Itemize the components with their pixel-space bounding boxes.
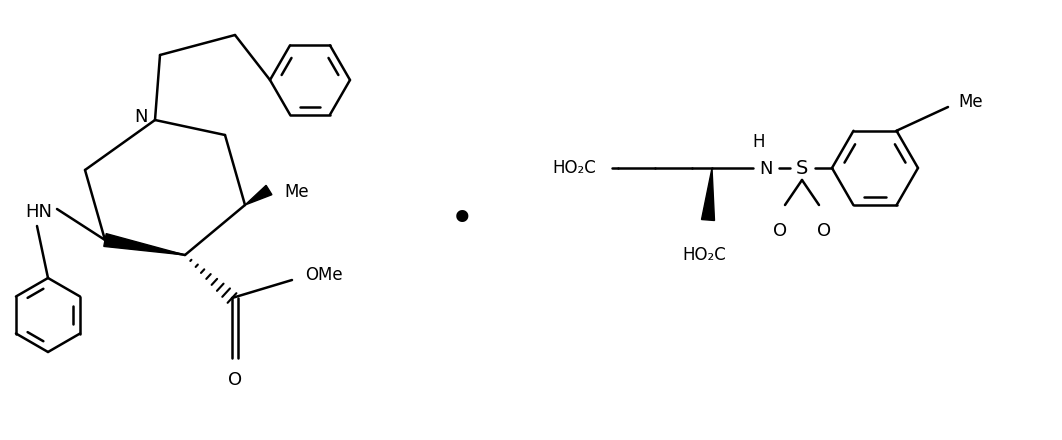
Text: N: N (759, 160, 772, 178)
Polygon shape (245, 185, 272, 205)
Text: HO₂C: HO₂C (552, 159, 596, 177)
Polygon shape (104, 234, 185, 255)
Text: N: N (134, 108, 148, 126)
Text: S: S (795, 158, 808, 177)
Text: O: O (227, 371, 242, 389)
Text: HO₂C: HO₂C (682, 246, 725, 264)
Text: O: O (773, 222, 787, 240)
Text: Me: Me (958, 93, 982, 111)
Text: O: O (817, 222, 832, 240)
Polygon shape (702, 168, 715, 220)
Text: Me: Me (284, 183, 309, 201)
Text: H: H (753, 133, 766, 151)
Text: •: • (449, 199, 475, 241)
Text: OMe: OMe (305, 266, 343, 284)
Text: HN: HN (25, 203, 52, 221)
